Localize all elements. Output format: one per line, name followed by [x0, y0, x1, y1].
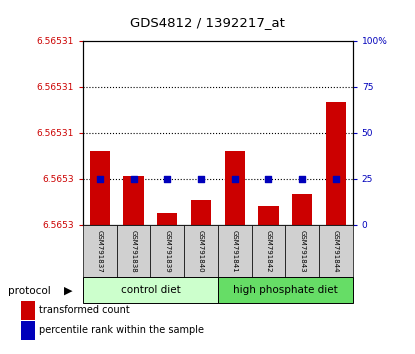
Text: GSM791841: GSM791841 — [232, 230, 238, 273]
FancyBboxPatch shape — [184, 225, 218, 278]
Point — [198, 176, 204, 182]
FancyBboxPatch shape — [83, 225, 117, 278]
Text: GSM791837: GSM791837 — [97, 230, 103, 273]
Point — [130, 176, 137, 182]
Text: ▶: ▶ — [64, 286, 73, 296]
Text: transformed count: transformed count — [39, 306, 130, 315]
Bar — [258, 206, 278, 225]
Text: percentile rank within the sample: percentile rank within the sample — [39, 325, 205, 335]
Text: high phosphate diet: high phosphate diet — [233, 285, 338, 295]
Text: GSM791844: GSM791844 — [333, 230, 339, 273]
Bar — [191, 200, 211, 225]
FancyBboxPatch shape — [319, 225, 353, 278]
Bar — [124, 176, 144, 225]
FancyBboxPatch shape — [218, 225, 251, 278]
Text: GSM791838: GSM791838 — [131, 230, 137, 273]
Bar — [326, 102, 346, 225]
Point — [164, 176, 171, 182]
FancyBboxPatch shape — [286, 225, 319, 278]
FancyBboxPatch shape — [117, 225, 151, 278]
Point — [97, 176, 103, 182]
Text: protocol: protocol — [8, 286, 51, 296]
Point — [265, 176, 272, 182]
Point — [332, 176, 339, 182]
FancyBboxPatch shape — [83, 277, 218, 303]
Text: control diet: control diet — [121, 285, 180, 295]
Text: GSM791842: GSM791842 — [266, 230, 271, 273]
FancyBboxPatch shape — [218, 277, 353, 303]
Bar — [225, 151, 245, 225]
Text: GDS4812 / 1392217_at: GDS4812 / 1392217_at — [130, 16, 285, 29]
Text: GSM791843: GSM791843 — [299, 230, 305, 273]
Text: GSM791840: GSM791840 — [198, 230, 204, 273]
Bar — [157, 212, 178, 225]
FancyBboxPatch shape — [151, 225, 184, 278]
Bar — [90, 151, 110, 225]
Text: GSM791839: GSM791839 — [164, 230, 170, 273]
FancyBboxPatch shape — [251, 225, 286, 278]
Point — [299, 176, 305, 182]
Point — [232, 176, 238, 182]
Bar — [292, 194, 312, 225]
